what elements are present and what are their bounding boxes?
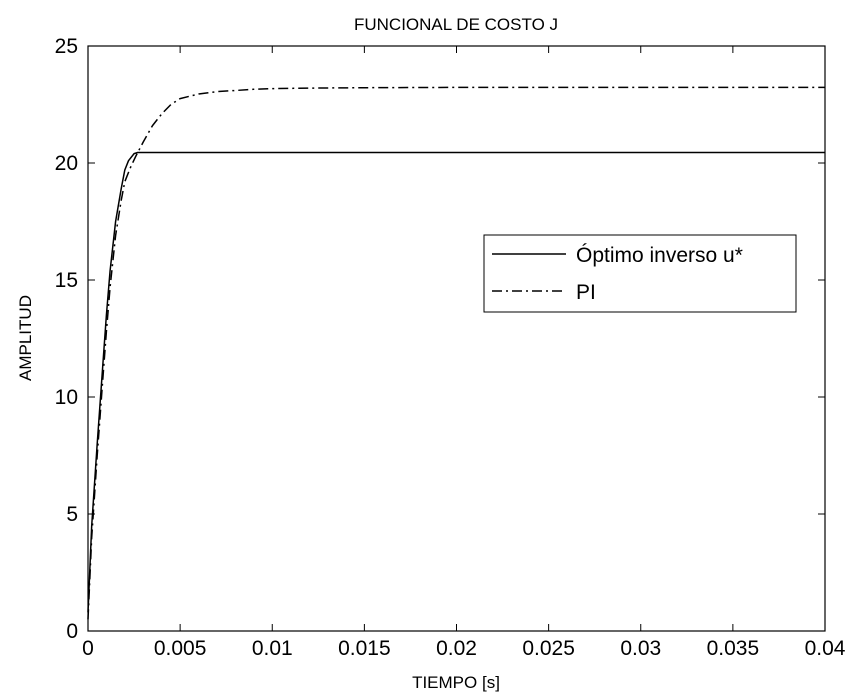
y-tick-label: 0 [66,620,78,643]
y-tick-label: 25 [55,35,78,58]
y-tick-label: 5 [66,503,78,526]
plot-area [87,45,826,632]
y-tick-label: 15 [55,269,78,292]
legend-label-optimo: Óptimo inverso u* [576,244,743,267]
x-axis-ticks: 0 0.005 0.01 0.015 0.02 0.025 0.03 0.035 0.04 [82,46,846,660]
x-axis-title: TIEMPO [s] [412,673,500,692]
y-axis-ticks: 0 5 10 15 20 25 [55,35,825,643]
x-tick-label: 0.025 [522,637,575,660]
y-tick-label: 20 [55,152,78,175]
x-tick-label: 0.03 [620,637,661,660]
y-axis-title: AMPLITUD [16,295,35,381]
series-line-optimo-inverso [87,151,825,613]
x-tick-label: 0.04 [805,637,846,660]
y-tick-label: 10 [55,386,78,409]
legend-box [483,234,797,313]
x-tick-label: 0.01 [252,637,293,660]
series-lines [87,86,825,620]
x-tick-label: 0.015 [338,637,391,660]
x-tick-label: 0 [82,637,94,660]
series-line-pi [87,86,825,620]
chart-title: FUNCIONAL DE COSTO J [354,15,558,34]
x-tick-label: 0.035 [707,637,760,660]
x-tick-label: 0.02 [436,637,477,660]
legend-label-pi: PI [576,281,596,304]
legend: Óptimo inverso u* PI [483,234,797,313]
x-tick-label: 0.005 [154,637,207,660]
